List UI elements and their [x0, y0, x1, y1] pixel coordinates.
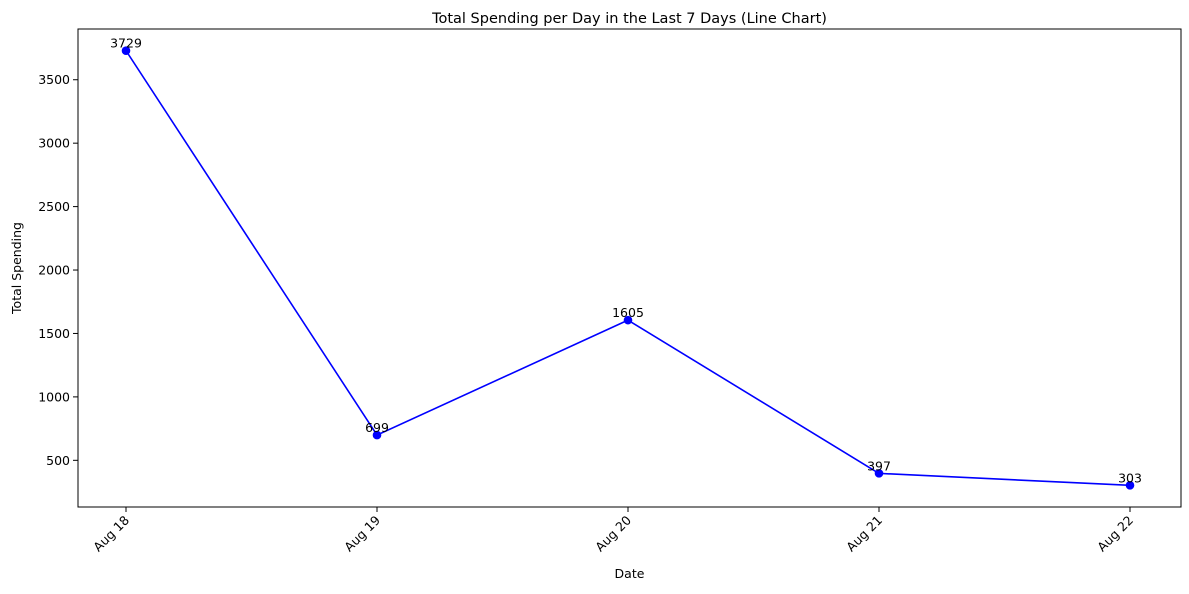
data-point	[623, 315, 633, 325]
x-tick-label: Aug 21	[843, 513, 885, 555]
data-label: 699	[365, 420, 389, 435]
data-point	[121, 46, 131, 55]
y-tick-label: 2500	[38, 199, 70, 214]
data-label: 303	[1118, 470, 1142, 485]
y-tick-label: 2000	[38, 263, 70, 278]
x-tick-label: Aug 22	[1094, 513, 1136, 555]
y-axis-label: Total Spending	[9, 222, 24, 315]
y-tick-label: 500	[46, 453, 70, 468]
x-tick-label: Aug 19	[341, 512, 383, 554]
y-tick-label: 1000	[38, 389, 70, 404]
y-tick-label: 3500	[38, 72, 70, 87]
x-axis-label: Date	[615, 566, 645, 581]
data-label: 3729	[110, 36, 142, 51]
data-point	[372, 430, 382, 440]
x-tick-label: Aug 18	[90, 512, 132, 554]
chart-title: Total Spending per Day in the Last 7 Day…	[431, 11, 827, 27]
x-axis: Aug 18 Aug 19 Aug 20 Aug 21 Aug 22	[90, 507, 1136, 554]
y-axis: 500 1000 1500 2000 2500 3000 3500	[38, 72, 78, 468]
data-label: 397	[867, 458, 891, 473]
series-group: 3729 699 1605 397 303	[110, 36, 1142, 490]
y-tick-label: 3000	[38, 136, 70, 151]
plot-area	[77, 28, 1182, 508]
x-tick-label: Aug 20	[592, 512, 634, 554]
data-point	[1125, 481, 1135, 490]
y-tick-label: 1500	[38, 326, 70, 341]
data-label: 1605	[612, 305, 644, 320]
data-point	[874, 469, 884, 478]
